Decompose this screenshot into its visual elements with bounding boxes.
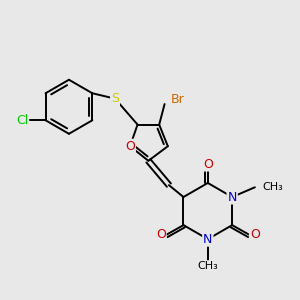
Text: O: O [125,140,135,153]
Text: Cl: Cl [16,114,28,127]
Text: CH₃: CH₃ [262,182,283,192]
Text: N: N [203,233,212,246]
Text: Br: Br [171,93,185,106]
Text: O: O [250,228,260,241]
Text: S: S [111,92,119,105]
Text: O: O [156,228,166,241]
Text: N: N [227,190,237,203]
Text: O: O [203,158,213,171]
Text: CH₃: CH₃ [197,261,218,271]
